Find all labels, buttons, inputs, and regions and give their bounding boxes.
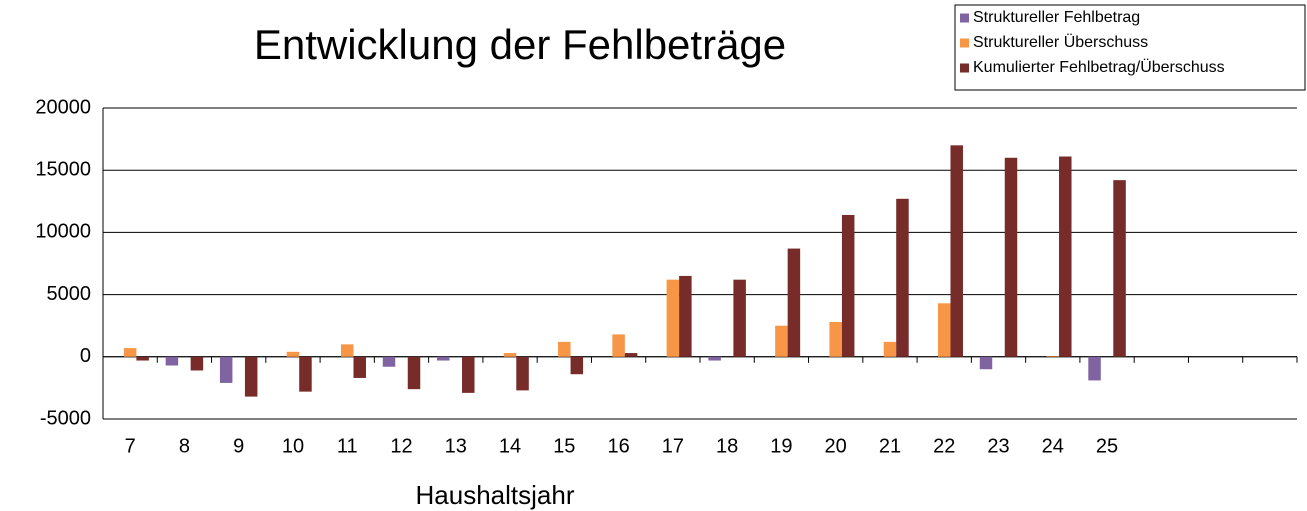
bar <box>382 356 396 367</box>
x-tick-label: 11 <box>337 435 358 457</box>
bar <box>503 353 517 357</box>
bar <box>937 303 951 357</box>
bar <box>1059 156 1072 357</box>
bar <box>437 356 450 361</box>
legend-swatch <box>960 13 969 23</box>
bar <box>462 356 475 393</box>
y-tick-label: 0 <box>80 345 91 367</box>
x-tick-label: 8 <box>179 435 190 457</box>
bar <box>165 356 179 366</box>
bar <box>624 353 638 357</box>
bar <box>353 356 366 378</box>
x-tick-label: 23 <box>987 435 1009 457</box>
x-tick-label: 21 <box>879 435 901 457</box>
bar <box>340 344 354 357</box>
legend-label: Struktureller Fehlbetrag <box>973 9 1140 26</box>
bar <box>1113 180 1126 357</box>
x-tick-label: 17 <box>662 435 684 457</box>
y-tick-label: 10000 <box>35 221 91 243</box>
bar <box>299 356 312 392</box>
bar <box>570 356 584 375</box>
x-tick-label: 13 <box>445 435 467 457</box>
bar <box>190 356 204 371</box>
bar <box>896 198 909 357</box>
x-tick-label: 19 <box>770 435 792 457</box>
bar <box>733 279 746 357</box>
bar <box>407 356 421 390</box>
x-tick-label: 10 <box>282 435 304 457</box>
x-tick-label: 7 <box>125 435 136 457</box>
x-tick-label: 9 <box>233 435 244 457</box>
x-tick-label: 22 <box>933 435 955 457</box>
bar <box>883 341 897 357</box>
bar <box>123 348 137 357</box>
x-tick-label: 12 <box>390 435 412 457</box>
bar <box>708 356 721 361</box>
bar <box>558 341 571 357</box>
bar <box>136 356 149 361</box>
y-tick-label: 20000 <box>35 96 91 118</box>
legend-box <box>954 4 1306 91</box>
legend-label: Struktureller Überschuss <box>973 33 1148 51</box>
bar <box>950 145 963 357</box>
x-axis-title: Haushaltsjahr <box>416 480 575 510</box>
bar <box>679 275 692 357</box>
legend-swatch <box>960 38 969 48</box>
bar <box>1088 356 1101 381</box>
y-tick-label: -5000 <box>40 407 91 429</box>
bar <box>666 279 680 357</box>
bar <box>244 356 258 397</box>
y-tick-label: 15000 <box>35 158 91 180</box>
x-tick-label: 18 <box>716 435 738 457</box>
bar <box>1004 157 1018 357</box>
bar <box>775 325 788 357</box>
y-tick-label: 5000 <box>47 283 92 305</box>
bar <box>516 356 529 391</box>
bar <box>219 356 233 383</box>
bar <box>841 214 855 357</box>
bar <box>829 321 842 357</box>
x-tick-label: 24 <box>1042 435 1064 457</box>
x-tick-label: 14 <box>499 435 521 457</box>
x-tick-label: 15 <box>553 435 575 457</box>
legend-label: Kumulierter Fehlbetrag/Überschuss <box>973 58 1225 76</box>
bar <box>787 248 801 357</box>
legend-swatch <box>960 63 969 73</box>
bar <box>979 356 993 370</box>
bar <box>612 334 625 357</box>
x-tick-label: 20 <box>825 435 847 457</box>
x-tick-label: 25 <box>1096 435 1118 457</box>
bar <box>286 351 300 357</box>
bar <box>1046 356 1060 357</box>
x-tick-label: 16 <box>607 435 629 457</box>
chart-title: Entwicklung der Fehlbeträge <box>254 21 786 68</box>
